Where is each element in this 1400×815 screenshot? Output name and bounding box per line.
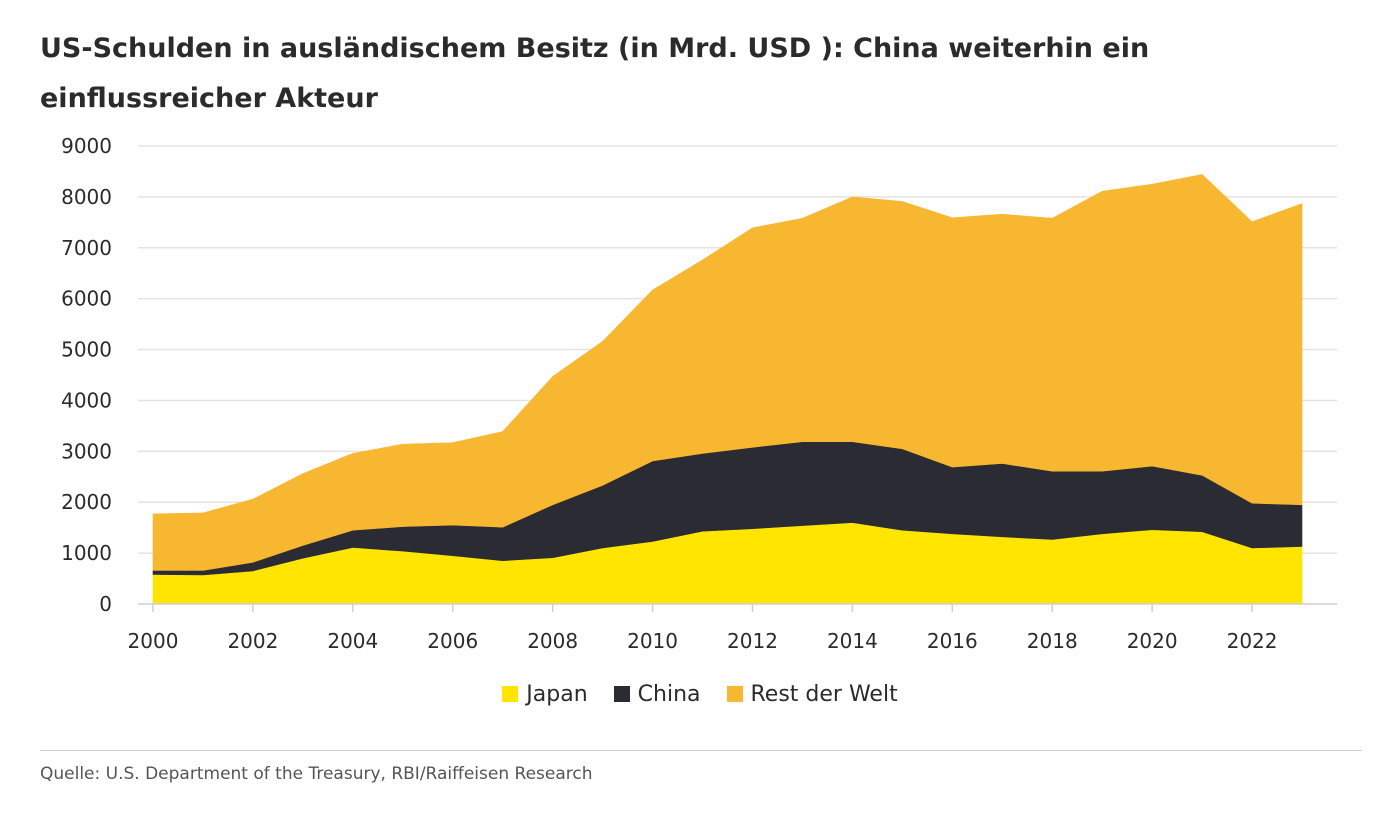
x-axis	[138, 603, 1337, 612]
x-tick-label-2018: 2018	[1027, 629, 1078, 653]
x-tick-label-2008: 2008	[527, 629, 578, 653]
y-tick-label-7000: 7000	[61, 236, 112, 260]
legend-item-china: China	[613, 681, 701, 707]
y-tick-label-1000: 1000	[61, 541, 112, 565]
x-tick-label-2020: 2020	[1127, 629, 1178, 653]
x-tick-label-2022: 2022	[1227, 629, 1278, 653]
x-tick-label-2010: 2010	[627, 629, 678, 653]
legend-label-rest-der-welt: Rest der Welt	[750, 681, 898, 707]
y-tick-label-2000: 2000	[61, 490, 112, 514]
y-tick-label-3000: 3000	[61, 439, 112, 463]
x-tick-label-2016: 2016	[927, 629, 978, 653]
area-series	[152, 174, 1303, 605]
legend-label-japan: Japan	[526, 681, 588, 707]
x-tick-labels: 2000 2002 2004 2006 2008 2010 2012 2014 2016 2018…	[128, 629, 1278, 653]
x-tick-label-2006: 2006	[427, 629, 478, 653]
y-tick-label-0: 0	[99, 592, 112, 616]
y-tick-labels: 0 1000 2000 3000 4000 5000 6000 7000 8000 9000	[61, 134, 112, 616]
x-tick-label-2012: 2012	[727, 629, 778, 653]
legend-swatch-rest-der-welt	[726, 686, 743, 702]
chart-title: US-Schulden in ausländischem Besitz (in …	[40, 33, 1150, 114]
y-tick-label-4000: 4000	[61, 388, 112, 412]
x-tick-label-2000: 2000	[128, 629, 179, 653]
y-tick-label-8000: 8000	[61, 185, 112, 209]
x-tick-label-2014: 2014	[827, 629, 878, 653]
area-rest-der-welt	[152, 174, 1303, 571]
y-tick-label-9000: 9000	[61, 134, 112, 158]
legend-item-japan: Japan	[502, 681, 588, 707]
footer-divider	[40, 750, 1362, 751]
x-tick-label-2004: 2004	[327, 629, 378, 653]
source-note: Quelle: U.S. Department of the Treasury,…	[40, 764, 593, 784]
legend: Japan China Rest der Welt	[0, 678, 1400, 710]
legend-swatch-china	[613, 686, 630, 702]
x-tick-label-2002: 2002	[227, 629, 278, 653]
y-tick-label-5000: 5000	[61, 338, 112, 362]
legend-label-china: China	[637, 681, 701, 707]
legend-item-rest-der-welt: Rest der Welt	[726, 681, 898, 707]
y-tick-label-6000: 6000	[61, 287, 112, 311]
legend-swatch-japan	[502, 686, 519, 702]
